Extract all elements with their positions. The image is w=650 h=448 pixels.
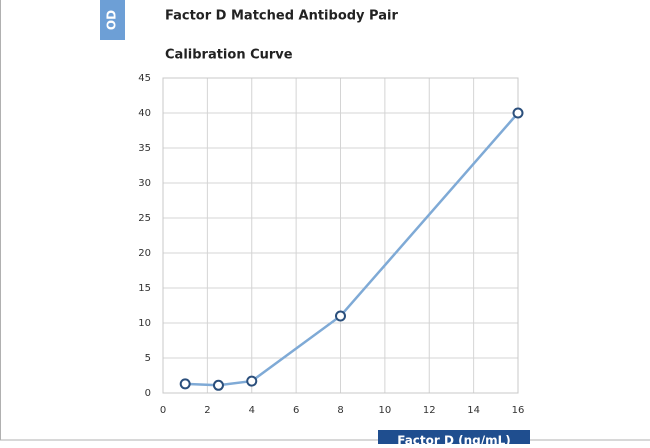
x-tick-label: 16 [512,405,525,416]
data-point [214,381,223,390]
chart-subtitle: Calibration Curve [165,48,293,63]
data-point [336,312,345,321]
y-tick-label: 15 [138,283,151,294]
x-tick-label: 2 [204,405,210,416]
data-point [514,109,523,118]
x-tick-label: 14 [467,405,480,416]
y-tick-label: 25 [138,213,151,224]
y-tick-label: 30 [138,178,151,189]
y-tick-label: 10 [138,318,151,329]
x-tick-label: 4 [249,405,255,416]
data-line [185,113,518,385]
y-tick-label: 35 [138,143,151,154]
x-tick-label: 6 [293,405,299,416]
y-tick-label: 45 [138,73,151,84]
y-tick-label: 40 [138,108,151,119]
y-tick-label: 0 [145,388,151,399]
x-tick-label: 8 [337,405,343,416]
y-axis-label: OD [105,10,119,30]
data-point [247,377,256,386]
x-tick-label: 0 [160,405,166,416]
chart-title: Factor D Matched Antibody Pair [165,9,398,24]
x-axis-label: Factor D (ng/mL) [397,434,511,445]
data-point [181,379,190,388]
y-tick-label: 20 [138,248,151,259]
y-tick-label: 5 [145,353,151,364]
x-tick-label: 10 [379,405,392,416]
x-tick-label: 12 [423,405,436,416]
